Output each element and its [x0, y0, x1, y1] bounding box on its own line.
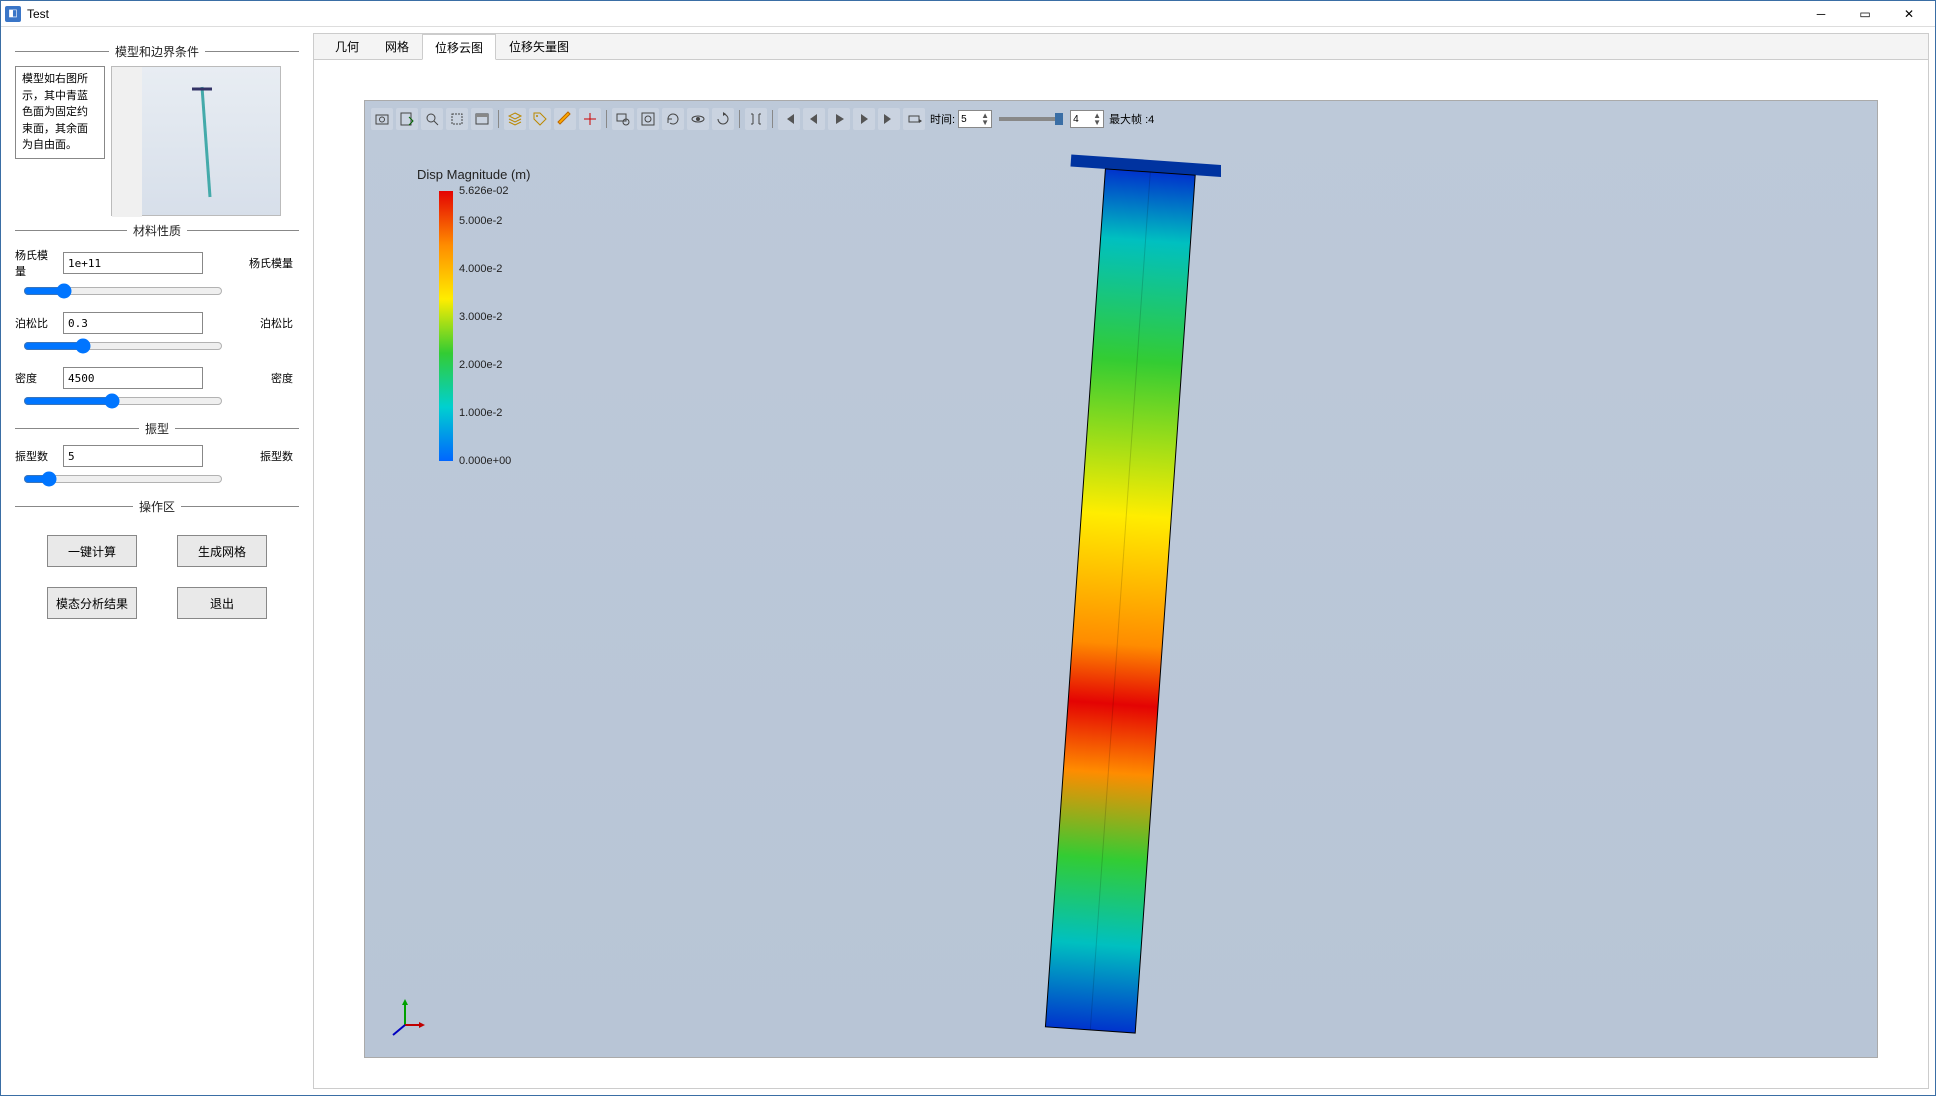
compute-button[interactable]: 一键计算	[47, 535, 137, 567]
prev-frame-icon[interactable]	[803, 108, 825, 130]
viewport-toolbar: 时间:5▲▼ 4▲▼ 最大帧 :4	[371, 107, 1871, 131]
nmodes-label: 振型数	[15, 448, 57, 464]
section-header-ops: 操作区	[15, 498, 299, 515]
maximize-button[interactable]: ▭	[1843, 2, 1887, 26]
close-button[interactable]: ✕	[1887, 2, 1931, 26]
section-header-model: 模型和边界条件	[15, 43, 299, 60]
density-rlabel: 密度	[271, 370, 299, 386]
main-panel: 几何网格位移云图位移矢量图 时间:5▲▼ 4▲▼ 最大帧 :4 Disp Magni…	[313, 33, 1929, 1089]
param-nmodes: 振型数 振型数	[15, 445, 299, 467]
axis-triad-icon	[385, 997, 425, 1037]
results-button[interactable]: 模态分析结果	[47, 587, 137, 619]
youngs-input[interactable]	[63, 252, 203, 274]
legend-colorbar	[439, 191, 453, 461]
tag-icon[interactable]	[529, 108, 551, 130]
poisson-rlabel: 泊松比	[260, 315, 299, 331]
legend-tick: 2.000e-2	[459, 359, 502, 371]
param-poisson: 泊松比 泊松比	[15, 312, 299, 334]
first-frame-icon[interactable]	[778, 108, 800, 130]
poisson-slider[interactable]	[23, 338, 223, 359]
legend-title: Disp Magnitude (m)	[417, 167, 530, 182]
model-description: 模型如右图所示，其中青蓝色面为固定约束面，其余面为自由面。	[15, 66, 105, 159]
density-slider[interactable]	[23, 393, 223, 414]
section-header-mode: 振型	[15, 420, 299, 437]
time-spinner[interactable]: 5▲▼	[958, 110, 992, 128]
param-youngs: 杨氏模量 杨氏模量	[15, 247, 299, 279]
exit-button[interactable]: 退出	[177, 587, 267, 619]
minimize-button[interactable]: ─	[1799, 2, 1843, 26]
viewport[interactable]: 时间:5▲▼ 4▲▼ 最大帧 :4 Disp Magnitude (m) 5.626…	[364, 100, 1878, 1058]
color-legend: Disp Magnitude (m) 5.626e-025.000e-24.00…	[417, 167, 530, 186]
youngs-rlabel: 杨氏模量	[249, 255, 299, 271]
model-thumbnail	[111, 66, 281, 216]
loop-icon[interactable]	[903, 108, 925, 130]
legend-tick: 4.000e-2	[459, 263, 502, 275]
camera-icon[interactable]	[371, 108, 393, 130]
tab-2[interactable]: 位移云图	[422, 34, 496, 60]
poisson-input[interactable]	[63, 312, 203, 334]
density-label: 密度	[15, 370, 57, 386]
legend-tick: 5.000e-2	[459, 215, 502, 227]
nmodes-input[interactable]	[63, 445, 203, 467]
tab-0[interactable]: 几何	[322, 34, 372, 59]
maxframe-label: 最大帧 :4	[1109, 111, 1154, 127]
export-icon[interactable]	[396, 108, 418, 130]
app-window: ◧ Test ─ ▭ ✕ 模型和边界条件 模型如右图所示，其中青蓝色面为固定约束…	[0, 0, 1936, 1096]
section-header-material: 材料性质	[15, 222, 299, 239]
tab-3[interactable]: 位移矢量图	[496, 34, 582, 59]
titlebar: ◧ Test ─ ▭ ✕	[1, 1, 1935, 27]
viewport-wrap: 时间:5▲▼ 4▲▼ 最大帧 :4 Disp Magnitude (m) 5.626…	[314, 60, 1928, 1088]
play-icon[interactable]	[828, 108, 850, 130]
frame-spinner[interactable]: 4▲▼	[1070, 110, 1104, 128]
nmodes-rlabel: 振型数	[260, 448, 299, 464]
next-frame-icon[interactable]	[853, 108, 875, 130]
window-title: Test	[27, 7, 1799, 21]
app-icon: ◧	[5, 6, 21, 22]
density-input[interactable]	[63, 367, 203, 389]
tab-bar: 几何网格位移云图位移矢量图	[314, 34, 1928, 60]
model-row: 模型如右图所示，其中青蓝色面为固定约束面，其余面为自由面。	[15, 66, 299, 216]
param-density: 密度 密度	[15, 367, 299, 389]
layers-icon[interactable]	[504, 108, 526, 130]
legend-tick: 0.000e+00	[459, 455, 511, 467]
mesh-button[interactable]: 生成网格	[177, 535, 267, 567]
result-beam	[1021, 141, 1221, 1046]
axis-icon[interactable]	[579, 108, 601, 130]
poisson-label: 泊松比	[15, 315, 57, 331]
youngs-label: 杨氏模量	[15, 247, 57, 279]
fit-icon[interactable]	[637, 108, 659, 130]
orbit-icon[interactable]	[687, 108, 709, 130]
select-box-icon[interactable]	[446, 108, 468, 130]
zoom-rect-icon[interactable]	[612, 108, 634, 130]
refresh-icon[interactable]	[662, 108, 684, 130]
legend-tick: 1.000e-2	[459, 407, 502, 419]
last-frame-icon[interactable]	[878, 108, 900, 130]
bracket-icon[interactable]	[745, 108, 767, 130]
zoom-icon[interactable]	[421, 108, 443, 130]
tab-1[interactable]: 网格	[372, 34, 422, 59]
time-label: 时间:	[930, 111, 955, 127]
youngs-slider[interactable]	[23, 283, 223, 304]
legend-tick: 3.000e-2	[459, 311, 502, 323]
view-icon[interactable]	[471, 108, 493, 130]
brush-icon[interactable]	[554, 108, 576, 130]
sidebar: 模型和边界条件 模型如右图所示，其中青蓝色面为固定约束面，其余面为自由面。 材料…	[7, 33, 307, 1089]
nmodes-slider[interactable]	[23, 471, 223, 492]
legend-tick: 5.626e-02	[459, 185, 509, 197]
rotate-icon[interactable]	[712, 108, 734, 130]
time-slider[interactable]	[999, 117, 1063, 121]
app-body: 模型和边界条件 模型如右图所示，其中青蓝色面为固定约束面，其余面为自由面。 材料…	[1, 27, 1935, 1095]
